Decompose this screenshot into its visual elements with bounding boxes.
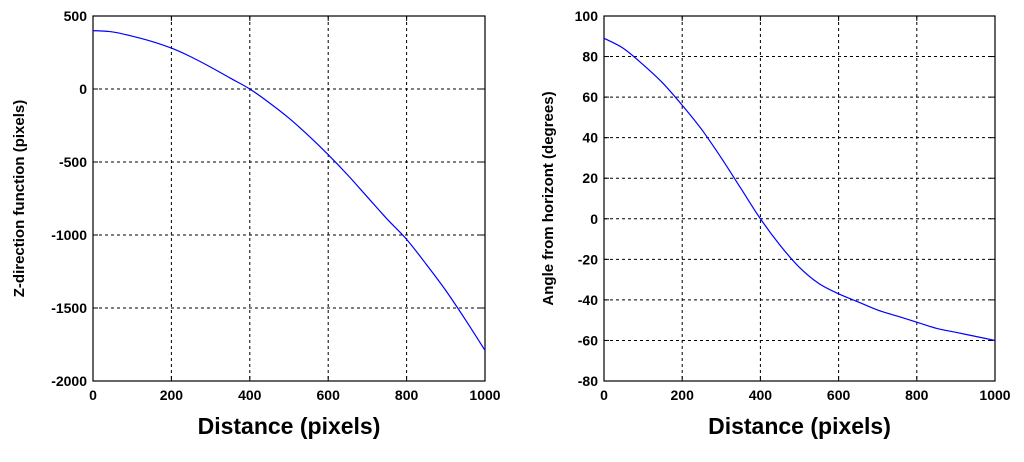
y-tick-label: -80 (578, 373, 598, 389)
y-tick-label: 500 (64, 8, 88, 24)
x-tick-label: 0 (600, 387, 608, 403)
y-tick-label: 60 (582, 89, 598, 105)
y-tick-label: -500 (59, 154, 87, 170)
y-axis-label: Z-direction function (pixels) (11, 100, 28, 298)
chart-angle-from-horizont: 0 200 400 600 800 1000 -80 -60 -40 -20 0 20 40 60 80 10… (540, 8, 1011, 439)
plot-frame (92, 15, 486, 382)
x-tick-label: 200 (671, 387, 695, 403)
y-tick-label: 80 (582, 49, 598, 65)
x-axis-label: Distance (pixels) (198, 413, 381, 439)
y-tick-label: -2000 (51, 373, 87, 389)
x-tick-label: 600 (827, 387, 851, 403)
y-tick-label: -40 (578, 292, 598, 308)
x-axis-label: Distance (pixels) (708, 413, 891, 439)
x-tick-label: 800 (395, 387, 419, 403)
y-tick-label: -60 (578, 332, 598, 348)
y-tick-label: 40 (582, 130, 598, 146)
y-tick-label: 0 (590, 211, 598, 227)
plot-frame (603, 15, 996, 382)
y-tick-label: 20 (582, 170, 598, 186)
y-tick-label: -20 (578, 251, 598, 267)
y-tick-label: 100 (575, 8, 599, 24)
x-tick-label: 1000 (979, 387, 1010, 403)
chart-z-direction: 0 200 400 600 800 1000 -2000 -1500 -1000 -500 0 500… (11, 8, 501, 439)
x-tick-label: 200 (160, 387, 184, 403)
series-line (603, 37, 996, 342)
y-tick-label: 0 (79, 81, 87, 97)
x-tick-label: 400 (749, 387, 773, 403)
x-tick-label: 600 (317, 387, 341, 403)
series-line (92, 30, 486, 351)
x-tick-label: 800 (905, 387, 929, 403)
x-tick-label: 0 (89, 387, 97, 403)
x-tick-label: 400 (238, 387, 262, 403)
y-axis-label: Angle from horizont (degrees) (540, 91, 557, 305)
y-tick-label: -1500 (51, 300, 87, 316)
y-tick-label: -1000 (51, 227, 87, 243)
x-tick-label: 1000 (469, 387, 500, 403)
